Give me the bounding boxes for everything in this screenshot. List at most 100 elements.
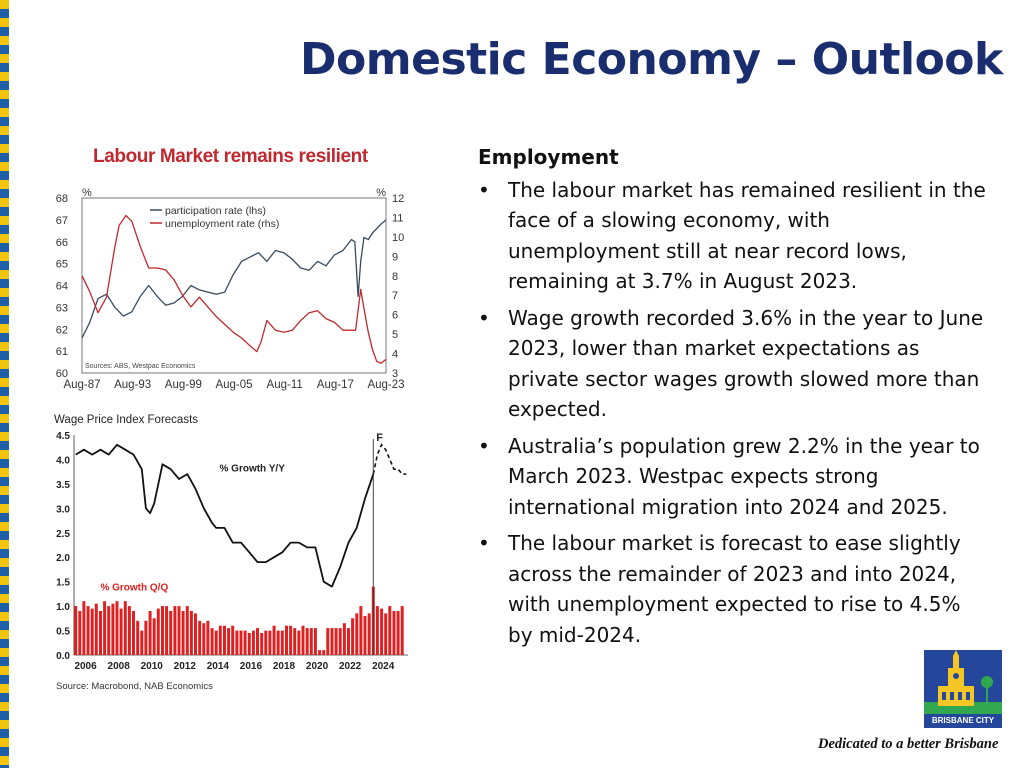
left-axis-unit: % bbox=[82, 187, 92, 199]
qoq-bar bbox=[268, 630, 272, 655]
x-tick-label: 2010 bbox=[141, 661, 164, 672]
x-tick-label: 2012 bbox=[174, 661, 197, 672]
qoq-bar bbox=[239, 630, 243, 655]
y-left-tick-label: 61 bbox=[56, 346, 68, 358]
qoq-bar bbox=[260, 633, 264, 655]
x-tick-label: Aug-87 bbox=[63, 379, 100, 391]
y-tick-label: 0.5 bbox=[56, 627, 70, 638]
y-left-tick-label: 62 bbox=[56, 324, 68, 336]
qoq-bar bbox=[218, 625, 222, 655]
right-axis-unit: % bbox=[376, 187, 386, 199]
x-tick-label: Aug-17 bbox=[317, 379, 354, 391]
qoq-bar bbox=[289, 625, 293, 655]
y-left-tick-label: 68 bbox=[56, 193, 68, 205]
qoq-bar bbox=[202, 623, 206, 655]
yoy-forecast-line bbox=[372, 443, 407, 475]
qoq-bar bbox=[367, 613, 371, 655]
qoq-bar bbox=[214, 630, 218, 655]
y-tick-label: 0.0 bbox=[56, 651, 70, 662]
y-tick-label: 2.5 bbox=[56, 529, 70, 540]
qoq-bar bbox=[169, 611, 173, 655]
bullet-item: Australia’s population grew 2.2% in the … bbox=[478, 431, 988, 523]
page-title: Domestic Economy – Outlook bbox=[300, 34, 1003, 85]
qoq-bar bbox=[136, 620, 140, 655]
bullet-item: The labour market has remained resilient… bbox=[478, 175, 988, 297]
qoq-bar bbox=[140, 630, 144, 655]
qoq-bar bbox=[127, 606, 131, 655]
text-panel: Employment The labour market has remaine… bbox=[478, 142, 988, 656]
qoq-bar bbox=[313, 628, 317, 655]
y-tick-label: 2.0 bbox=[56, 553, 70, 564]
section-heading: Employment bbox=[478, 145, 619, 169]
qoq-bar bbox=[231, 625, 235, 655]
x-tick-label: 2022 bbox=[339, 661, 362, 672]
wage-price-index-chart: Wage Price Index Forecasts 0.0 0.5 1.0 1.5 2.… bbox=[54, 414, 408, 692]
qoq-bar bbox=[111, 603, 115, 655]
y-left-tick-label: 65 bbox=[56, 259, 68, 271]
qoq-bar bbox=[351, 618, 355, 655]
qoq-bar bbox=[148, 611, 152, 655]
qoq-bar bbox=[161, 606, 164, 655]
qoq-bar bbox=[264, 630, 268, 655]
qoq-bar bbox=[334, 628, 338, 655]
y-right-tick-label: 3 bbox=[392, 368, 398, 380]
x-tick-label: Aug-99 bbox=[165, 379, 202, 391]
series-label-qoq: % Growth Q/Q bbox=[100, 583, 168, 594]
legend-entry: unemployment rate (rhs) bbox=[165, 218, 279, 230]
qoq-bar bbox=[223, 625, 226, 655]
qoq-bar bbox=[78, 611, 82, 655]
forecast-marker-label: F bbox=[376, 432, 383, 444]
x-tick-label: 2016 bbox=[240, 661, 263, 672]
qoq-bar bbox=[280, 630, 284, 655]
qoq-bar bbox=[251, 630, 255, 655]
y-right-tick-label: 12 bbox=[392, 193, 404, 205]
qoq-bar bbox=[173, 606, 177, 655]
qoq-bar bbox=[144, 620, 148, 655]
qoq-bar bbox=[322, 650, 326, 655]
qoq-bar bbox=[132, 611, 135, 655]
qoq-bar bbox=[165, 606, 169, 655]
qoq-bar bbox=[285, 625, 288, 655]
qoq-bar bbox=[326, 628, 330, 655]
x-tick-label: 2006 bbox=[74, 661, 97, 672]
qoq-bar bbox=[384, 613, 388, 655]
x-tick-label: 2008 bbox=[108, 661, 131, 672]
tagline: Dedicated to a better Brisbane bbox=[818, 736, 999, 752]
brisbane-city-logo: BRISBANE CITY bbox=[924, 650, 1002, 728]
qoq-bar bbox=[305, 628, 309, 655]
qoq-bar bbox=[156, 608, 160, 655]
chart-source: Source: Macrobond, NAB Economics bbox=[56, 681, 213, 692]
series-line-participation-rate bbox=[81, 219, 387, 339]
qoq-bar bbox=[99, 611, 102, 655]
qoq-bar bbox=[400, 606, 404, 655]
qoq-bar bbox=[103, 601, 107, 655]
qoq-bar bbox=[359, 606, 363, 655]
qoq-bar bbox=[177, 606, 181, 655]
bullet-item: The labour market is forecast to ease sl… bbox=[478, 528, 988, 650]
qoq-bar bbox=[272, 625, 276, 655]
qoq-bar bbox=[330, 628, 334, 655]
qoq-bar bbox=[123, 601, 127, 655]
chart-caption: Labour Market remains resilient bbox=[93, 146, 368, 167]
qoq-bar bbox=[86, 606, 90, 655]
x-tick-label: 2014 bbox=[207, 661, 230, 672]
logo-text: BRISBANE CITY bbox=[931, 716, 995, 725]
y-left-tick-label: 66 bbox=[56, 237, 68, 249]
y-left-tick-label: 60 bbox=[56, 368, 68, 380]
x-tick-label: Aug-93 bbox=[114, 379, 151, 391]
qoq-bar bbox=[90, 608, 94, 655]
x-tick-label: 2024 bbox=[372, 661, 395, 672]
qoq-bar bbox=[82, 601, 86, 655]
qoq-bar bbox=[388, 606, 392, 655]
qoq-bar bbox=[347, 628, 350, 655]
qoq-bar bbox=[256, 628, 259, 655]
y-right-tick-label: 7 bbox=[392, 290, 398, 302]
y-right-tick-label: 6 bbox=[392, 310, 398, 322]
qoq-bar bbox=[206, 620, 210, 655]
qoq-bar bbox=[342, 623, 346, 655]
qoq-bar bbox=[152, 618, 156, 655]
qoq-bar bbox=[119, 608, 123, 655]
qoq-bar bbox=[94, 603, 98, 655]
qoq-bar bbox=[396, 611, 400, 655]
